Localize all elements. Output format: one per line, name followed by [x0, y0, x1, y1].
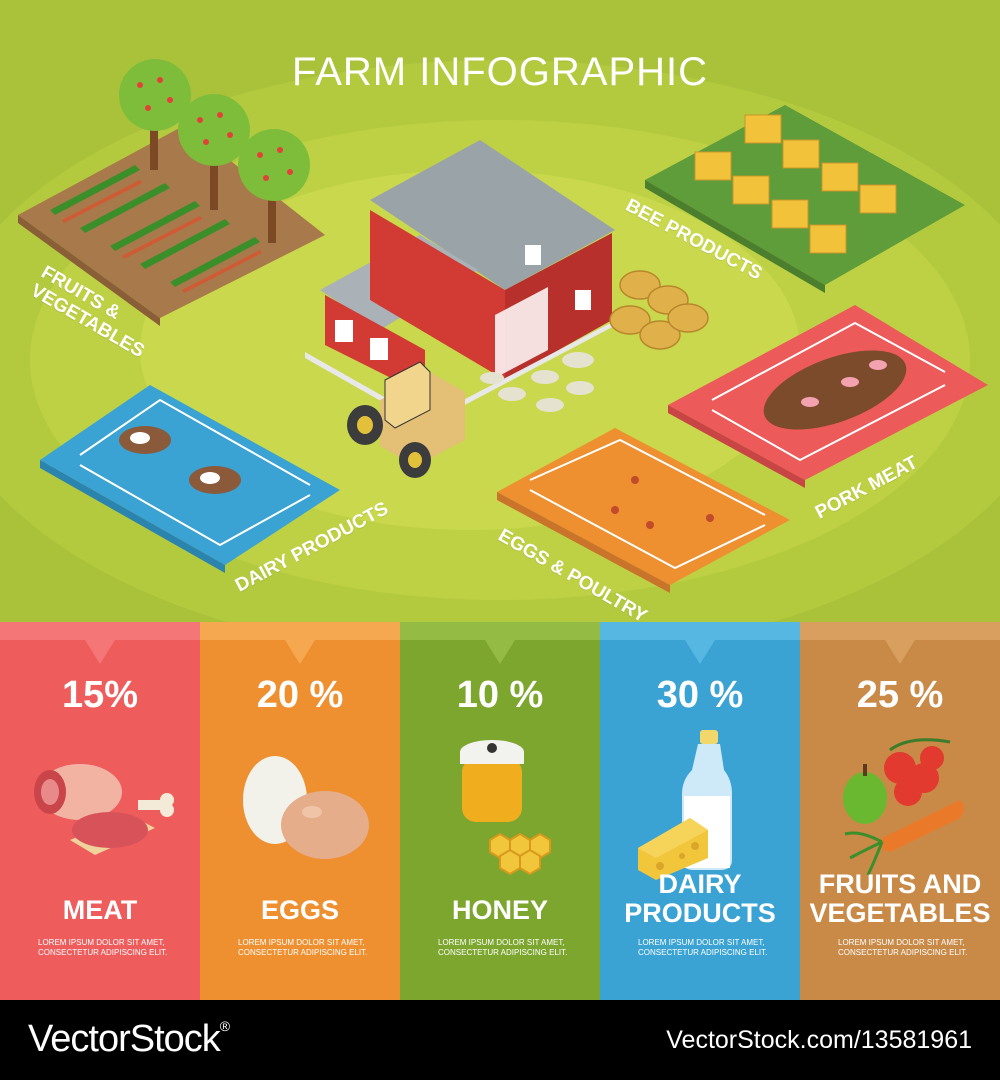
dairy-field [40, 385, 340, 573]
watermark-bar: VectorStock® VectorStock.com/13581961 [0, 1000, 1000, 1080]
category-panels: 15% MEAT LOREM IPSUM DOLOR SIT AMET, CON… [0, 622, 1000, 1000]
panel-fruits: 25 % FRUITS AND VEGETABLES LOREM IPSUM D… [800, 622, 1000, 1000]
panel-title: EGGS [260, 895, 340, 925]
tractor [347, 361, 465, 478]
panel-description: LOREM IPSUM DOLOR SIT AMET, CONSECTETUR … [838, 938, 968, 957]
panel-description: LOREM IPSUM DOLOR SIT AMET, CONSECTETUR … [238, 938, 368, 957]
page-title: FARM INFOGRAPHIC [291, 50, 709, 94]
eggs-icon [243, 756, 369, 859]
percent-label: 20 % [256, 674, 344, 716]
panel-honey: 10 % HONEY LOREM IPSUM DOLOR SIT AMET, C… [400, 622, 600, 1000]
panel-title: DAIRY PRODUCTS [624, 869, 776, 928]
stepping-stones [480, 352, 594, 412]
milk-cheese-icon [638, 730, 732, 880]
percent-label: 10 % [456, 674, 544, 716]
percent-label: 30 % [656, 674, 744, 716]
panel-title: MEAT [62, 895, 138, 925]
fruits-field [18, 59, 325, 326]
hay-bales [609, 270, 709, 350]
pork-field [668, 305, 988, 488]
panel-title: FRUITS AND VEGETABLES [809, 869, 991, 928]
farm-illustration [18, 59, 988, 600]
meat-icon [34, 764, 174, 855]
eggs-field [497, 428, 790, 593]
bee-field [645, 105, 965, 293]
panel-meat: 15% MEAT LOREM IPSUM DOLOR SIT AMET, CON… [0, 622, 200, 1000]
panel-description: LOREM IPSUM DOLOR SIT AMET, CONSECTETUR … [38, 938, 168, 957]
percent-label: 15% [61, 674, 139, 716]
vectorstock-logo: VectorStock® [28, 1018, 230, 1060]
panel-title: HONEY [451, 895, 549, 925]
vectorstock-url: VectorStock.com/13581961 [666, 1026, 972, 1054]
panel-description: LOREM IPSUM DOLOR SIT AMET, CONSECTETUR … [638, 938, 768, 957]
panel-dairy: 30 % DAIRY PRODUCTS LOREM IPSUM DOLOR SI… [600, 622, 800, 1000]
panel-description: LOREM IPSUM DOLOR SIT AMET, CONSECTETUR … [438, 938, 568, 957]
percent-label: 25 % [856, 674, 944, 716]
honey-jar-icon [460, 740, 551, 876]
panel-eggs: 20 % EGGS LOREM IPSUM DOLOR SIT AMET, CO… [200, 622, 400, 1000]
vegetables-icon [843, 738, 964, 876]
farm-scene: FARM INFOGRAPHIC FRUITS & VEGETABLES BEE… [0, 0, 1000, 622]
